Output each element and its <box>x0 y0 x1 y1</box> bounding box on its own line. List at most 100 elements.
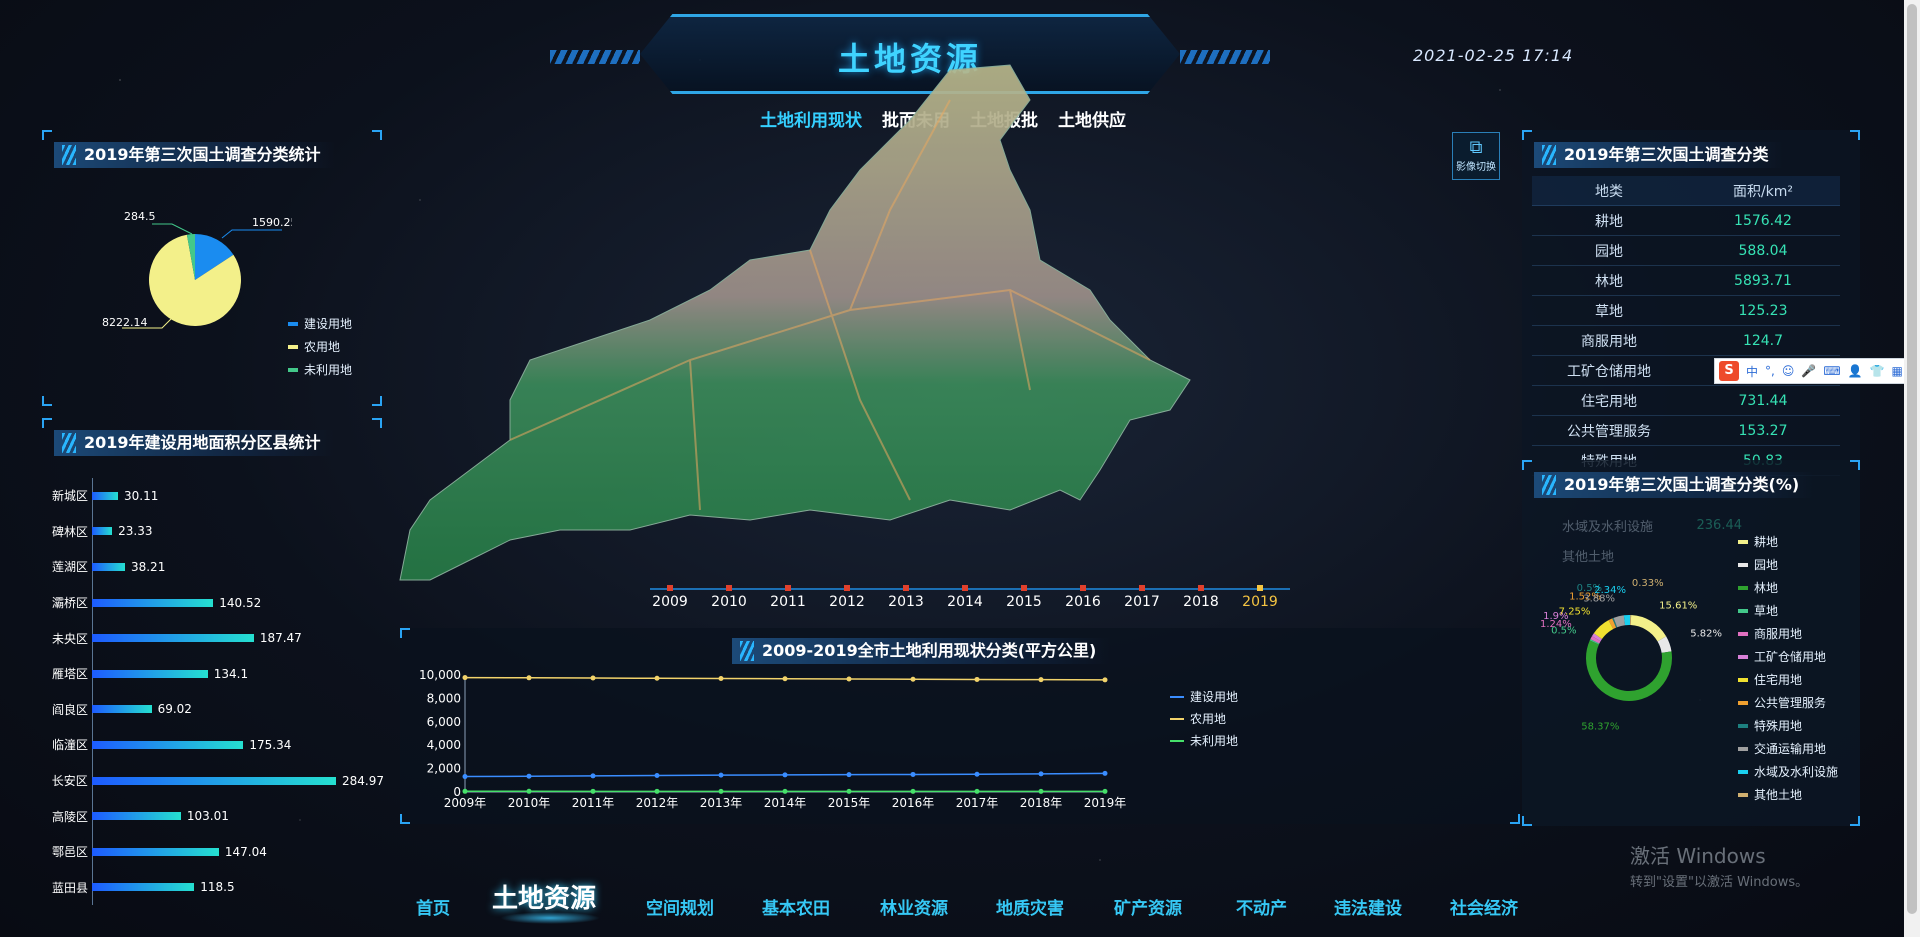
ime-chinese-mode[interactable]: 中 <box>1746 364 1759 379</box>
timeline-year[interactable]: 2009 <box>645 583 695 610</box>
series-point[interactable] <box>1102 788 1108 794</box>
bar-row[interactable]: 蓝田县 118.5 <box>44 870 384 906</box>
donut-slice[interactable] <box>1586 640 1672 701</box>
nav-spatial-planning[interactable]: 空间规划 <box>646 899 714 919</box>
series-point[interactable] <box>654 773 660 779</box>
timeline-year[interactable]: 2016 <box>1058 583 1108 610</box>
donut-slice[interactable] <box>1657 636 1672 654</box>
legend-item[interactable]: 园地 <box>1738 553 1838 576</box>
series-point[interactable] <box>590 788 596 794</box>
legend-label[interactable]: 农用地 <box>1190 712 1226 726</box>
series-point[interactable] <box>654 675 660 681</box>
bar-row[interactable]: 长安区 284.97 <box>44 763 384 799</box>
donut-slice[interactable] <box>1630 615 1667 642</box>
timeline-year[interactable]: 2019 <box>1235 583 1285 610</box>
timeline-year[interactable]: 2012 <box>822 583 872 610</box>
bar-row[interactable]: 莲湖区 38.21 <box>44 549 384 585</box>
series-point[interactable] <box>526 773 532 779</box>
legend-item[interactable]: 耕地 <box>1738 530 1838 553</box>
series-point[interactable] <box>910 788 916 794</box>
series-point[interactable] <box>1038 677 1044 683</box>
legend-item[interactable]: 住宅用地 <box>1738 668 1838 691</box>
bar-row[interactable]: 碑林区 23.33 <box>44 514 384 550</box>
series-point[interactable] <box>462 788 468 794</box>
legend-item[interactable]: 未利用地 <box>288 358 352 381</box>
series-point[interactable] <box>782 788 788 794</box>
donut-slice[interactable] <box>1608 618 1617 630</box>
donut-slice[interactable] <box>1613 615 1626 628</box>
legend-item[interactable]: 特殊用地 <box>1738 714 1838 737</box>
bar-row[interactable]: 未央区 187.47 <box>44 620 384 656</box>
timeline-year[interactable]: 2011 <box>763 583 813 610</box>
legend-label[interactable]: 未利用地 <box>1190 734 1238 748</box>
timeline-year[interactable]: 2014 <box>940 583 990 610</box>
ime-skin-icon[interactable]: 👕 <box>1869 364 1885 378</box>
legend-item[interactable]: 公共管理服务 <box>1738 691 1838 714</box>
series-point[interactable] <box>718 676 724 682</box>
series-point[interactable] <box>974 676 980 682</box>
bar-row[interactable]: 鄠邑区 147.04 <box>44 834 384 870</box>
nav-forestry[interactable]: 林业资源 <box>880 899 948 919</box>
series-point[interactable] <box>974 771 980 777</box>
timeline-year[interactable]: 2018 <box>1176 583 1226 610</box>
series-point[interactable] <box>526 675 532 681</box>
nav-land-resources[interactable]: 土地资源 <box>492 884 597 914</box>
nav-geologic-hazard[interactable]: 地质灾害 <box>996 899 1064 919</box>
image-switch-button[interactable]: ⧉ 影像切换 <box>1452 132 1500 180</box>
bar-row[interactable]: 新城区 30.11 <box>44 478 384 514</box>
legend-item[interactable]: 建设用地 <box>288 312 352 335</box>
pie-slice[interactable] <box>186 234 195 280</box>
subtab-land-supply[interactable]: 土地供应 <box>1058 111 1126 131</box>
nav-basic-farmland[interactable]: 基本农田 <box>762 899 830 919</box>
map[interactable] <box>390 60 1470 660</box>
legend-item[interactable]: 农用地 <box>288 335 352 358</box>
nav-illegal-construction[interactable]: 违法建设 <box>1334 899 1402 919</box>
ime-keyboard-icon[interactable]: ⌨ <box>1823 364 1841 378</box>
series-point[interactable] <box>718 788 724 794</box>
series-point[interactable] <box>590 773 596 779</box>
bar-row[interactable]: 灞桥区 140.52 <box>44 585 384 621</box>
legend-item[interactable]: 草地 <box>1738 599 1838 622</box>
nav-mineral[interactable]: 矿产资源 <box>1114 899 1182 919</box>
pie-slice[interactable] <box>195 234 234 280</box>
pie-slice[interactable] <box>149 234 241 326</box>
bar-row[interactable]: 临潼区 175.34 <box>44 727 384 763</box>
series-point[interactable] <box>654 788 660 794</box>
series-point[interactable] <box>1102 677 1108 683</box>
legend-item[interactable]: 工矿仓储用地 <box>1738 645 1838 668</box>
series-point[interactable] <box>910 676 916 682</box>
nav-socioeconomic[interactable]: 社会经济 <box>1450 899 1518 919</box>
legend-item[interactable]: 其他土地 <box>1738 783 1838 806</box>
ime-voice-icon[interactable]: 🎤 <box>1801 364 1817 378</box>
subtab-land-use[interactable]: 土地利用现状 <box>760 111 862 131</box>
series-point[interactable] <box>782 772 788 778</box>
page-scrollbar[interactable] <box>1904 0 1920 937</box>
legend-item[interactable]: 水域及水利设施 <box>1738 760 1838 783</box>
donut-slice[interactable] <box>1589 639 1600 645</box>
timeline-year[interactable]: 2013 <box>881 583 931 610</box>
series-point[interactable] <box>846 676 852 682</box>
donut-slice[interactable] <box>1591 633 1603 642</box>
series-point[interactable] <box>462 774 468 780</box>
series-point[interactable] <box>462 675 468 681</box>
ime-toolbox-icon[interactable]: ▦ <box>1891 364 1903 378</box>
sogou-logo-icon[interactable]: S <box>1719 361 1739 381</box>
ime-punctuation-icon[interactable]: °, <box>1765 364 1775 378</box>
ime-user-icon[interactable]: 👤 <box>1847 364 1863 378</box>
ime-toolbar[interactable]: S 中 °, ☺ 🎤 ⌨ 👤 👕 ▦ <box>1714 358 1920 384</box>
series-point[interactable] <box>910 771 916 777</box>
scrollbar-thumb[interactable] <box>1907 4 1917 914</box>
series-point[interactable] <box>526 788 532 794</box>
donut-slice[interactable] <box>1590 636 1601 644</box>
timeline-year[interactable]: 2015 <box>999 583 1049 610</box>
bar-row[interactable]: 高陵区 103.01 <box>44 798 384 834</box>
legend-item[interactable]: 交通运输用地 <box>1738 737 1838 760</box>
series-point[interactable] <box>718 772 724 778</box>
timeline-year[interactable]: 2010 <box>704 583 754 610</box>
legend-item[interactable]: 商服用地 <box>1738 622 1838 645</box>
series-point[interactable] <box>590 675 596 681</box>
donut-slice[interactable] <box>1593 620 1614 640</box>
series-point[interactable] <box>1038 788 1044 794</box>
bar-row[interactable]: 阎良区 69.02 <box>44 692 384 728</box>
series-point[interactable] <box>846 788 852 794</box>
